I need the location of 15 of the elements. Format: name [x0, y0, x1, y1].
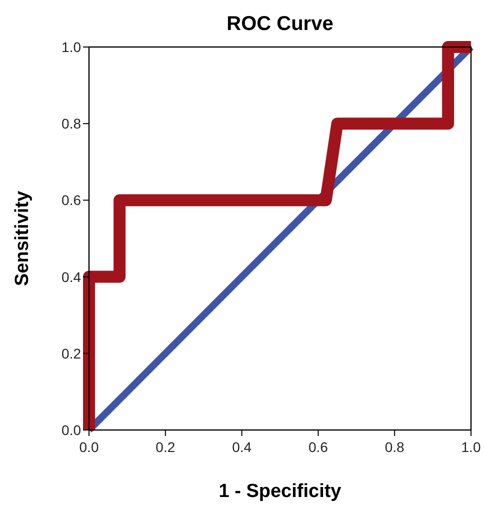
x-tick-label: 0.0 — [79, 439, 99, 455]
y-axis-title: Sensitivity — [12, 190, 33, 286]
x-tick-label: 0.2 — [156, 439, 176, 455]
x-tick-label: 0.8 — [384, 439, 405, 455]
x-tick-label: 0.6 — [308, 439, 328, 455]
x-tick-label: 0.4 — [232, 439, 252, 455]
y-tick-label: 0.2 — [62, 345, 82, 362]
x-tick-label: 1.0 — [461, 439, 481, 455]
chart-title: ROC Curve — [226, 13, 334, 35]
y-tick-label: 0.4 — [62, 268, 82, 285]
y-tick-label: 0.0 — [62, 422, 82, 438]
y-tick-label: 0.8 — [62, 116, 82, 132]
x-axis-title: 1 - Specificity — [218, 481, 342, 502]
y-tick-label: 1.0 — [62, 39, 82, 55]
y-tick-label: 0.6 — [62, 192, 82, 208]
